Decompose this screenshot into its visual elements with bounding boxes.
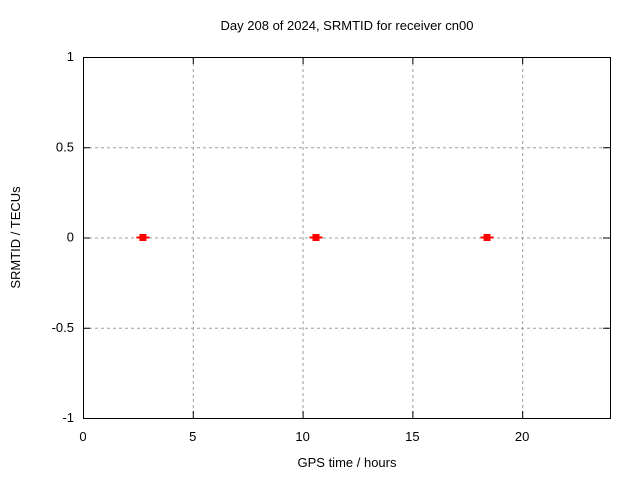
data-point: [483, 234, 491, 241]
x-tick-label: 20: [515, 429, 529, 444]
chart-title: Day 208 of 2024, SRMTID for receiver cn0…: [220, 18, 474, 33]
y-tick-label: -1: [62, 410, 74, 425]
x-tick-label: 0: [79, 429, 86, 444]
x-tick-label: 15: [405, 429, 419, 444]
x-axis-label: GPS time / hours: [297, 455, 397, 470]
y-tick-label: 1: [67, 49, 74, 64]
data-point: [312, 234, 320, 241]
y-tick-label: 0.5: [56, 139, 74, 154]
data-point: [139, 234, 147, 241]
x-tick-label: 5: [189, 429, 196, 444]
y-tick-label: 0: [67, 230, 74, 245]
x-tick-label: 10: [295, 429, 309, 444]
plot-frame: [83, 57, 611, 419]
y-tick-label: -0.5: [52, 320, 74, 335]
